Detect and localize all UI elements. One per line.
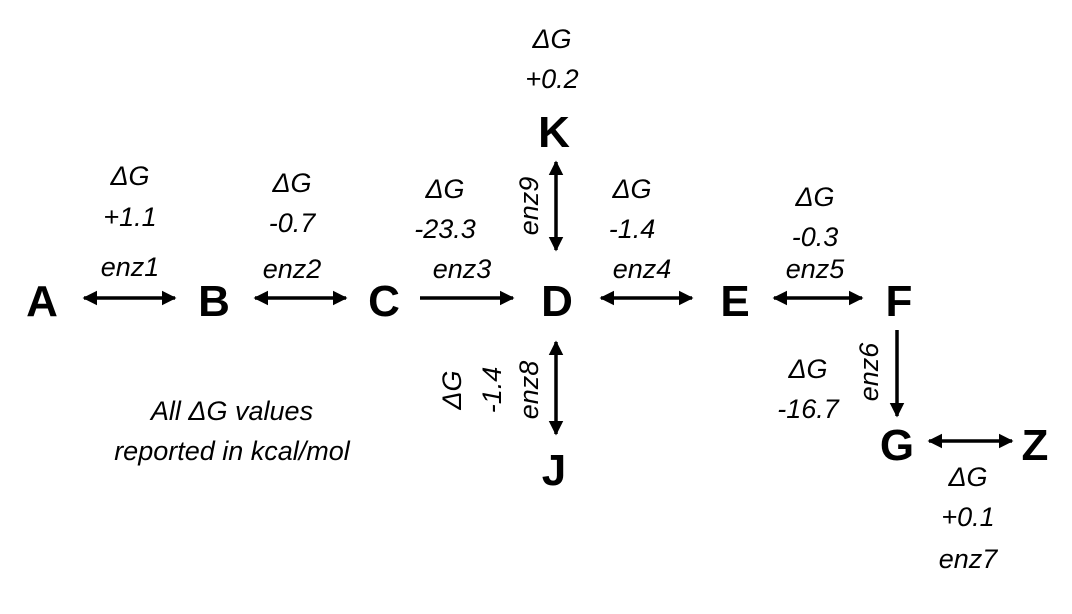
dg-symbol-r8: ΔG bbox=[437, 370, 467, 410]
enzyme-label-r4: enz4 bbox=[613, 254, 672, 284]
dg-symbol-r4: ΔG bbox=[611, 174, 651, 204]
dg-symbol-r7: ΔG bbox=[947, 462, 987, 492]
dg-value-r9: +0.2 bbox=[525, 64, 578, 94]
enzyme-label-r3: enz3 bbox=[433, 254, 492, 284]
dg-value-r1: +1.1 bbox=[103, 202, 156, 232]
dg-value-r5: -0.3 bbox=[792, 222, 839, 252]
dg-symbol-r6: ΔG bbox=[787, 354, 827, 384]
node-k: K bbox=[538, 108, 570, 157]
dg-value-r4: -1.4 bbox=[609, 214, 656, 244]
enzyme-label-r6: enz6 bbox=[854, 342, 884, 402]
node-f: F bbox=[886, 277, 913, 326]
enzyme-label-r9: enz9 bbox=[514, 177, 544, 236]
node-a: A bbox=[26, 277, 58, 326]
node-z: Z bbox=[1022, 421, 1049, 470]
node-c: C bbox=[368, 277, 400, 326]
enzyme-label-r2: enz2 bbox=[263, 254, 322, 284]
dg-value-r8: -1.4 bbox=[477, 367, 507, 414]
dg-value-r2: -0.7 bbox=[269, 208, 317, 238]
units-note-line1: All ΔG values bbox=[149, 396, 313, 426]
node-g: G bbox=[880, 421, 914, 470]
enzyme-label-r1: enz1 bbox=[101, 252, 160, 282]
dg-symbol-r3: ΔG bbox=[424, 174, 464, 204]
dg-value-r6: -16.7 bbox=[777, 394, 840, 424]
units-note-line2: reported in kcal/mol bbox=[114, 436, 351, 466]
dg-symbol-r1: ΔG bbox=[109, 161, 149, 191]
dg-symbol-r5: ΔG bbox=[794, 182, 834, 212]
enzyme-label-r7: enz7 bbox=[939, 544, 999, 574]
dg-value-r3: -23.3 bbox=[414, 214, 476, 244]
enzyme-label-r8: enz8 bbox=[514, 361, 544, 420]
enzyme-label-r5: enz5 bbox=[786, 254, 846, 284]
node-d: D bbox=[541, 277, 573, 326]
node-e: E bbox=[720, 277, 749, 326]
dg-value-r7: +0.1 bbox=[941, 502, 994, 532]
node-j: J bbox=[542, 446, 566, 495]
dg-symbol-r2: ΔG bbox=[271, 168, 311, 198]
dg-symbol-r9: ΔG bbox=[531, 24, 571, 54]
node-b: B bbox=[198, 277, 230, 326]
